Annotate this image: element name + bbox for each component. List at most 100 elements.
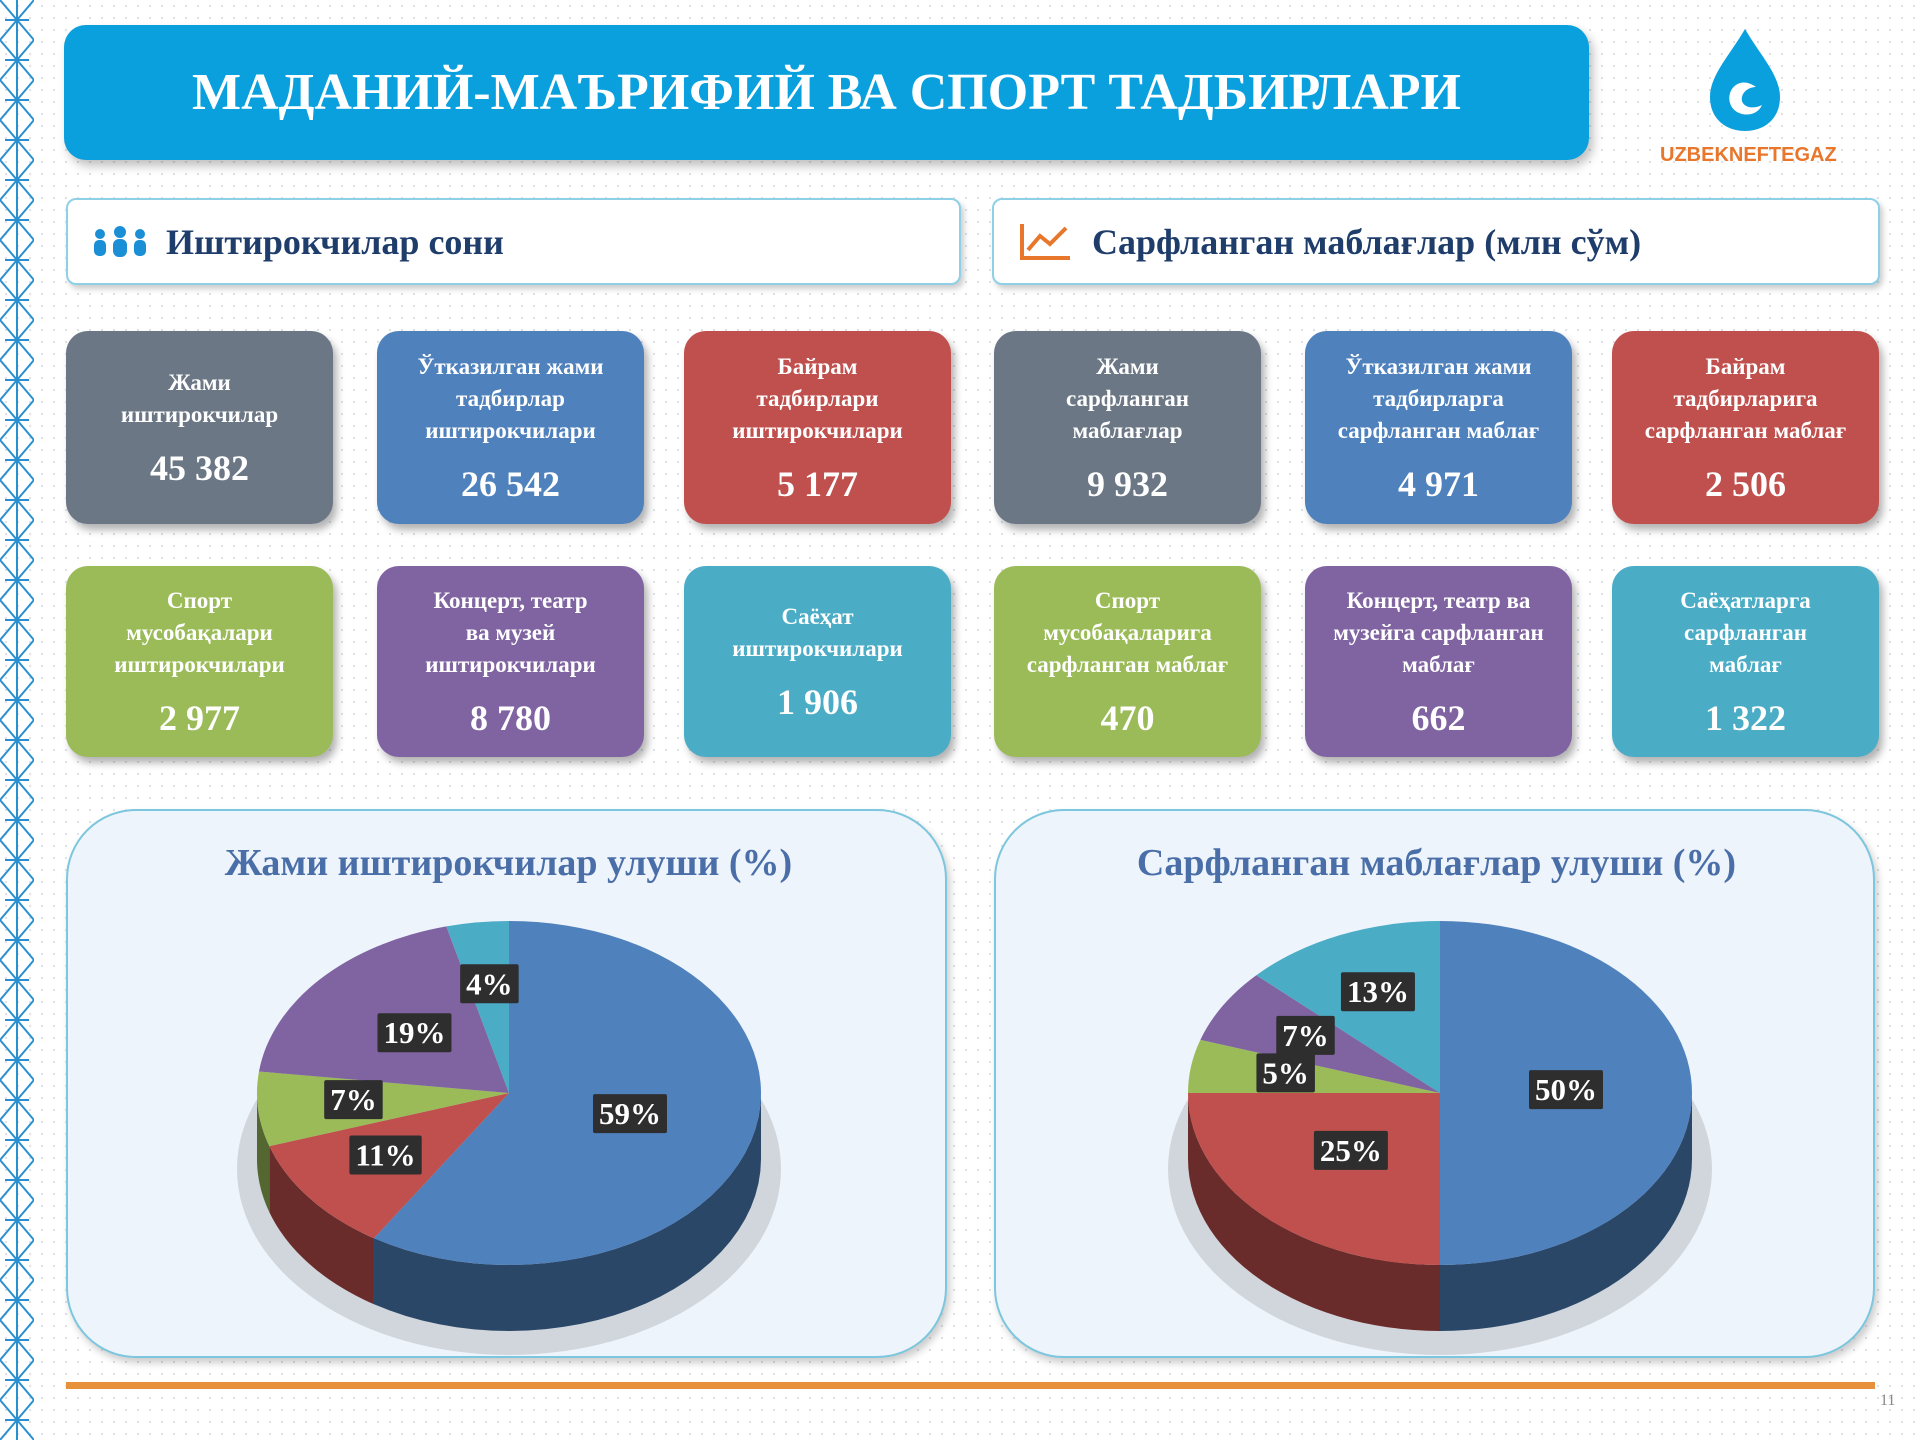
card-label: музейга сарфланган — [1333, 619, 1544, 645]
card-label: иштирокчилари — [425, 417, 596, 443]
section-header: Сарфланган маблағлар (млн сўм) — [992, 198, 1880, 285]
pie-side — [373, 1093, 761, 1331]
pie-slice — [446, 921, 509, 1093]
data-label-bg — [1256, 1053, 1315, 1093]
card-value: 8 780 — [470, 697, 551, 738]
section-title: Иштирокчилар сони — [166, 221, 504, 262]
footer-line — [66, 1382, 1875, 1389]
card-label: Байрам — [777, 353, 858, 379]
card-label: мусобақаларига — [1043, 619, 1212, 645]
card-label: иштирокчилари — [732, 635, 903, 661]
chart-title: Сарфланган маблағлар улуши (%) — [1136, 842, 1737, 884]
pie-side — [1440, 1093, 1692, 1331]
card-label: маблағлар — [1072, 417, 1183, 443]
card-value: 2 977 — [159, 697, 240, 738]
card-label: иштирокчилари — [114, 651, 285, 677]
stat-card: Жами сарфланган маблағлар 9 932 — [994, 331, 1261, 524]
logo-drop — [1710, 29, 1780, 131]
card-label: Саёҳат — [781, 603, 854, 629]
card-label: иштирокчилар — [120, 401, 279, 427]
stat-card: Байрам тадбирлари иштирокчилари 5 177 — [684, 331, 951, 524]
stat-card: Саёҳат иштирокчилари 1 906 — [684, 566, 951, 757]
data-label: 7% — [330, 1082, 377, 1117]
data-label: 59% — [599, 1096, 661, 1131]
pie-slice — [373, 921, 762, 1265]
card-label: Жами — [1096, 353, 1159, 379]
card-label: Саёҳатларга — [1680, 587, 1811, 613]
card-label: Ўтказилган жами — [1345, 353, 1532, 379]
stat-card: Ўтказилган жами тадбирларга сарфланган маб… — [1305, 331, 1572, 524]
data-label: 4% — [466, 966, 513, 1001]
pie-chart: 59% 11% 7%19% 4% — [237, 921, 781, 1355]
chart-icon — [1020, 223, 1070, 260]
data-label: 11% — [355, 1137, 415, 1172]
stat-card: Концерт, театр ва музей иштирокчилари 8 780 — [377, 566, 644, 757]
data-label-bg — [1340, 972, 1415, 1012]
data-label: 25% — [1320, 1133, 1382, 1168]
page-number: 11 — [1880, 1392, 1896, 1409]
card-label: тадбирларига — [1673, 385, 1818, 411]
data-label-bg — [460, 964, 519, 1004]
card-value: 662 — [1411, 697, 1466, 738]
card-label: сарфланган маблағ — [1644, 417, 1847, 443]
card-value: 9 932 — [1087, 463, 1168, 504]
card-value: 5 177 — [777, 463, 858, 504]
card-label: иштирокчилари — [732, 417, 903, 443]
card-label: сарфланган маблағ — [1337, 417, 1540, 443]
side-ornament — [0, 0, 34, 1440]
card-label: маблағ — [1402, 651, 1475, 677]
card-label: тадбирлар — [456, 385, 565, 411]
card-label: маблағ — [1709, 651, 1782, 677]
data-label: 7% — [1282, 1018, 1329, 1053]
card-label: Концерт, театр ва — [1346, 587, 1531, 613]
stat-card: Жами иштирокчилар 45 382 — [66, 331, 333, 524]
card-label: сарфланган — [1684, 619, 1807, 645]
section-header: Иштирокчилар сони — [66, 198, 961, 285]
pie-side — [1188, 1093, 1440, 1331]
logo-text: UZBEKNEFTEGAZ — [1660, 144, 1837, 166]
data-label-bg — [324, 1080, 383, 1120]
chart-panel: Жами иштирокчилар улуши (%) 59% 11% 7% 19% 4% — [66, 809, 947, 1358]
data-label-bg — [1313, 1130, 1388, 1170]
card-label: сарфланган маблағ — [1026, 651, 1229, 677]
card-label: мусобақалари — [126, 619, 273, 645]
card-label: Спорт — [166, 587, 233, 613]
pie-chart: 50% 25% 5%7% 13% — [1168, 921, 1712, 1355]
card-value: 2 506 — [1705, 463, 1786, 504]
card-label: Байрам — [1705, 353, 1786, 379]
stat-card: Спорт мусобақаларига сарфланган маблағ 470 — [994, 566, 1261, 757]
section-title: Сарфланган маблағлар (млн сўм) — [1092, 221, 1642, 262]
pie-side — [269, 1146, 374, 1305]
card-value: 470 — [1100, 697, 1155, 738]
data-label-bg — [1529, 1070, 1603, 1110]
card-label: Спорт — [1094, 587, 1161, 613]
stat-card: Концерт, театр ва музейга сарфланган мабла… — [1305, 566, 1572, 757]
card-label: Ўтказилган жами — [417, 353, 604, 379]
data-label: 5% — [1262, 1055, 1309, 1090]
card-label: сарфланган — [1066, 385, 1189, 411]
card-label: ва музей — [465, 619, 556, 645]
title: МАДАНИЙ-МАЪРИФИЙ ВА СПОРТ ТАДБИРЛАРИ — [191, 64, 1462, 121]
stat-card: Ўтказилган жами тадбирлар иштирокчилари 26 … — [377, 331, 644, 524]
chart-panel: Сарфланган маблағлар улуши (%) 50% 25% 5% 7%… — [994, 809, 1875, 1358]
data-label: 19% — [383, 1015, 445, 1050]
data-label-bg — [592, 1094, 667, 1134]
card-label: тадбирларга — [1373, 385, 1504, 411]
data-label-bg — [1276, 1015, 1335, 1055]
card-label: Жами — [168, 369, 231, 395]
card-label: иштирокчилари — [425, 651, 596, 677]
data-label-bg — [349, 1135, 422, 1175]
card-value: 45 382 — [150, 447, 249, 488]
pie-slice — [257, 1071, 509, 1147]
title-bar: МАДАНИЙ-МАЪРИФИЙ ВА СПОРТ ТАДБИРЛАРИ — [64, 25, 1589, 160]
people-icon — [94, 225, 146, 257]
stat-card: Байрам тадбирларига сарфланган маблағ 2 506 — [1612, 331, 1879, 524]
data-label: 50% — [1535, 1072, 1597, 1107]
data-label: 13% — [1347, 974, 1409, 1009]
card-value: 1 322 — [1705, 697, 1786, 738]
pie-side — [257, 1093, 270, 1213]
stat-card: Саёҳатларга сарфланган маблағ 1 322 — [1612, 566, 1879, 757]
card-label: тадбирлари — [756, 385, 879, 411]
card-value: 1 906 — [777, 681, 858, 722]
